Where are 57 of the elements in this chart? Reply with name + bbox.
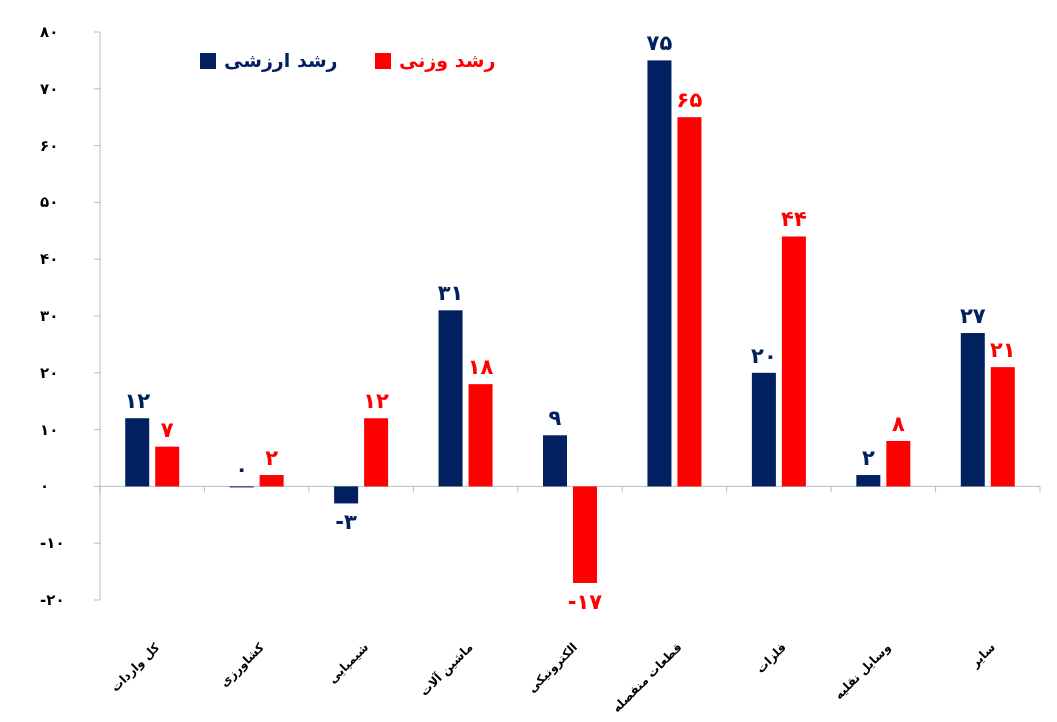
- bar: [573, 486, 597, 583]
- data-label: ۶۵: [676, 88, 703, 113]
- data-label: ۱۲: [363, 389, 390, 414]
- y-tick-label: ۰: [40, 477, 50, 496]
- data-label: ۹: [548, 406, 562, 431]
- data-label: ۰: [235, 457, 249, 482]
- bar: [438, 310, 463, 487]
- y-tick-label: ۶۰: [40, 136, 59, 155]
- y-tick-label: ۸۰: [40, 23, 59, 41]
- data-label: -۱۷: [567, 589, 603, 614]
- bar: [468, 384, 493, 487]
- x-tick-label: وسایل نقلیه: [831, 640, 895, 703]
- bar: [334, 486, 359, 504]
- bar: [543, 435, 567, 487]
- data-label: ۷۵: [646, 31, 673, 56]
- data-label: ۲: [861, 446, 875, 471]
- bar: [781, 236, 806, 487]
- data-label: ۲۷: [959, 304, 986, 329]
- y-tick-label: ۵۰: [40, 193, 59, 212]
- data-label: ۲۰: [751, 343, 777, 368]
- bar: [990, 367, 1015, 487]
- data-label: ۸: [891, 411, 905, 436]
- bar: [960, 333, 985, 487]
- y-tick-label: -۱۰: [40, 534, 65, 553]
- x-tick-label: شیمیایی: [325, 640, 372, 687]
- y-tick-label: ۱۰: [40, 420, 59, 439]
- x-tick-label: الکترونیکی: [525, 640, 581, 697]
- data-label: ۳۱: [437, 281, 464, 306]
- data-label: ۱۸: [467, 355, 494, 380]
- y-tick-label: ۲۰: [40, 363, 59, 382]
- x-tick-label: کل واردات: [108, 640, 164, 696]
- x-tick-label: کشاورزی: [217, 640, 268, 691]
- y-tick-label: ۷۰: [40, 79, 59, 98]
- bar: [751, 372, 776, 487]
- x-tick-label: ماشین آلات: [416, 639, 476, 699]
- y-tick-label: ۳۰: [40, 307, 59, 325]
- x-tick-label: فلزات: [753, 640, 790, 676]
- data-label: ۱۲: [124, 389, 151, 414]
- bar: [886, 440, 911, 487]
- data-label: ۲۱: [989, 338, 1016, 363]
- y-tick-label: -۲۰: [40, 591, 65, 609]
- bar: [364, 418, 389, 487]
- bar: [155, 446, 180, 487]
- x-tick-label: سایر: [967, 640, 998, 671]
- data-label: ۴۴: [781, 207, 807, 232]
- data-label: -۳: [335, 510, 358, 535]
- bar: [125, 418, 150, 487]
- bar: [647, 60, 672, 487]
- legend-label: رشد ارزشی: [224, 49, 338, 72]
- bar: [677, 117, 702, 487]
- legend-label: رشد وزنی: [399, 49, 496, 72]
- y-tick-label: ۴۰: [40, 250, 59, 269]
- data-label: ۲: [265, 446, 279, 471]
- bar: [259, 475, 284, 487]
- data-label: ۷: [160, 417, 174, 442]
- bar: [856, 475, 881, 487]
- x-tick-label: قطعات منفصله: [609, 640, 685, 716]
